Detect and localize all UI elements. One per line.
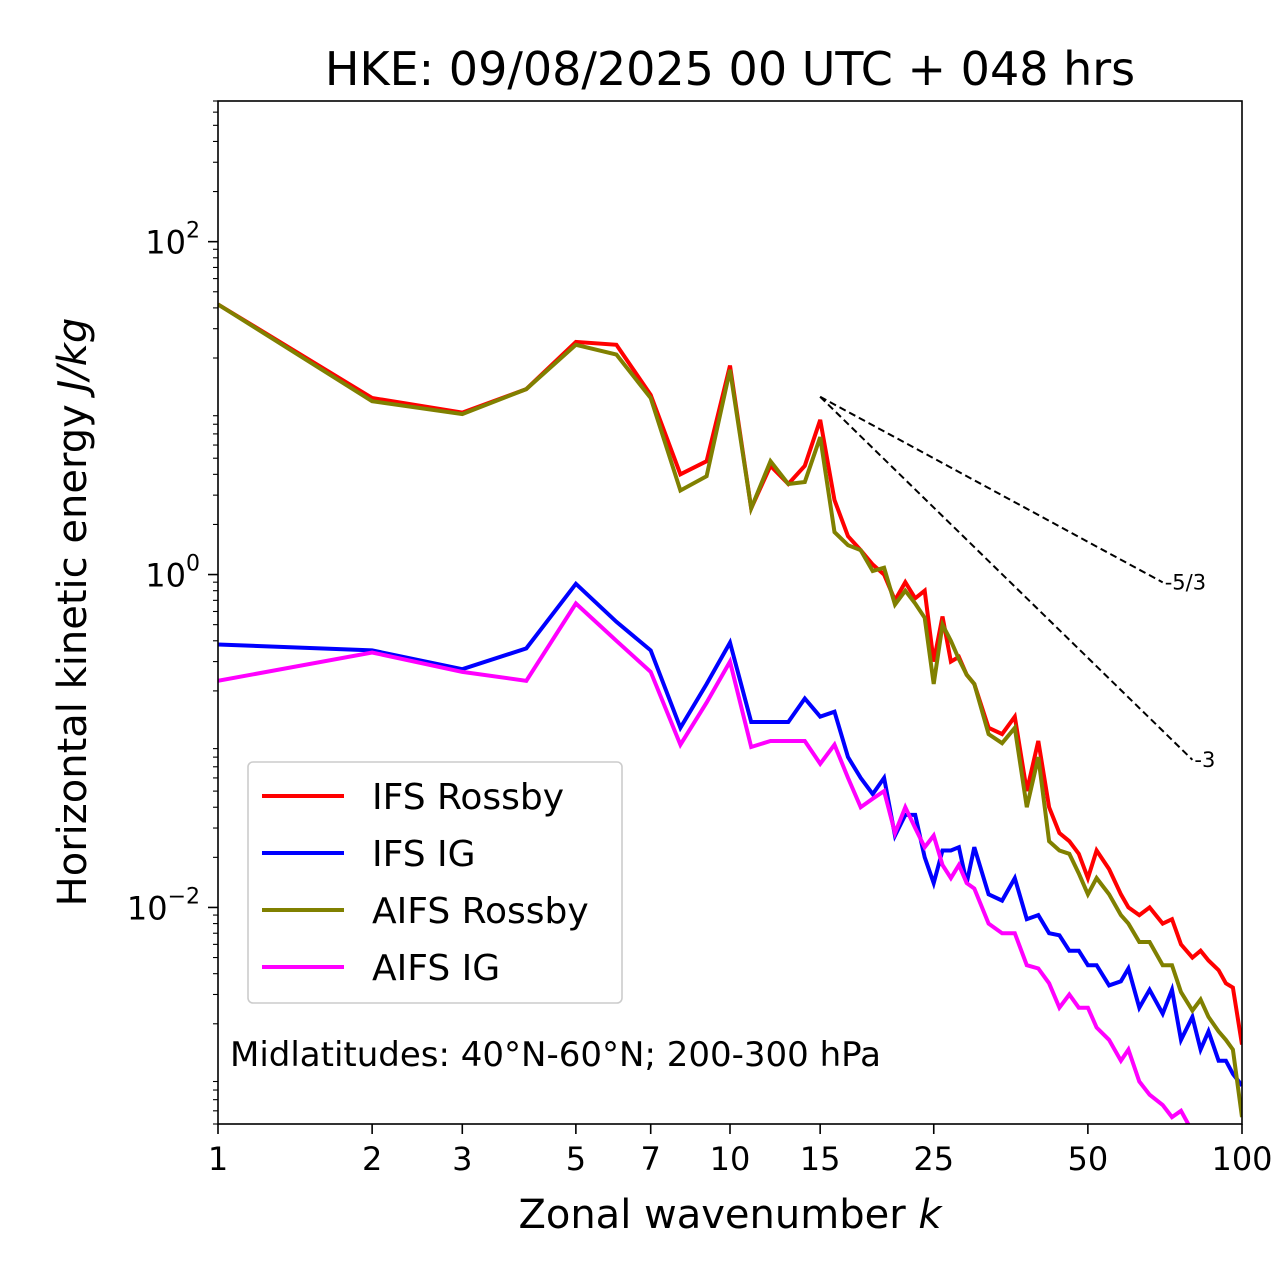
reference-line-label: -3 xyxy=(1194,748,1215,772)
plot-frame xyxy=(217,100,1243,1125)
legend-label: AIFS Rossby xyxy=(372,891,589,932)
x-tick-label: 1 xyxy=(208,1140,228,1178)
x-tick-label: 50 xyxy=(1068,1140,1109,1178)
y-minor-ticks xyxy=(213,100,218,1125)
y-tick-base: 10 xyxy=(145,224,186,262)
x-tick-label: 7 xyxy=(641,1140,661,1178)
y-tick-base: 10 xyxy=(145,557,186,595)
plot-area xyxy=(218,302,1242,1124)
y-tick-exponent: 2 xyxy=(186,219,200,244)
series-line-aifs-rossby xyxy=(218,302,1242,1118)
legend: IFS Rossby IFS IG AIFS Rossby AIFS IG xyxy=(247,761,623,1004)
reference-line-labels: -5/3 -3 xyxy=(1165,570,1216,771)
series-line-aifs-ig xyxy=(218,600,1191,1124)
x-ticks: 1 2 3 5 7 10 15 25 50 100 xyxy=(208,1124,1273,1178)
legend-label: IFS Rossby xyxy=(372,777,564,818)
x-tick-label: 5 xyxy=(566,1140,586,1178)
x-tick-label: 100 xyxy=(1211,1140,1272,1178)
y-tick-label: 102 xyxy=(145,219,200,262)
series-lines xyxy=(218,302,1242,1124)
reference-lines xyxy=(819,395,1194,761)
x-tick-label: 2 xyxy=(362,1140,382,1178)
x-axis-label: Zonal wavenumber k xyxy=(518,1192,943,1238)
y-axis-label-unit: J/kg xyxy=(50,318,96,399)
x-axis-label-var: k xyxy=(918,1192,943,1238)
series-line-ifs-ig xyxy=(218,580,1242,1087)
region-annotation: Midlatitudes: 40°N-60°N; 200-300 hPa xyxy=(230,1035,881,1075)
reference-line-label: -5/3 xyxy=(1165,570,1206,594)
x-tick-label: 3 xyxy=(452,1140,472,1178)
x-tick-label: 10 xyxy=(710,1140,751,1178)
legend-label: AIFS IG xyxy=(372,948,500,989)
y-tick-base: 10 xyxy=(127,889,168,927)
chart-title: HKE: 09/08/2025 00 UTC + 048 hrs xyxy=(325,42,1135,96)
y-tick-label: 10−2 xyxy=(127,884,200,927)
y-tick-exponent: 0 xyxy=(186,552,200,577)
x-tick-label: 25 xyxy=(913,1140,954,1178)
legend-label: IFS IG xyxy=(372,834,476,875)
y-axis-label: Horizontal kinetic energy J/kg xyxy=(50,318,96,907)
x-axis-label-text: Zonal wavenumber xyxy=(518,1192,906,1238)
reference-line xyxy=(819,395,1164,584)
y-tick-label: 100 xyxy=(145,552,200,595)
legend-frame xyxy=(247,761,623,1004)
y-axis-label-text: Horizontal kinetic energy xyxy=(50,404,96,906)
y-tick-exponent: −2 xyxy=(168,884,200,909)
reference-line xyxy=(819,396,1194,761)
x-tick-label: 15 xyxy=(800,1140,841,1178)
